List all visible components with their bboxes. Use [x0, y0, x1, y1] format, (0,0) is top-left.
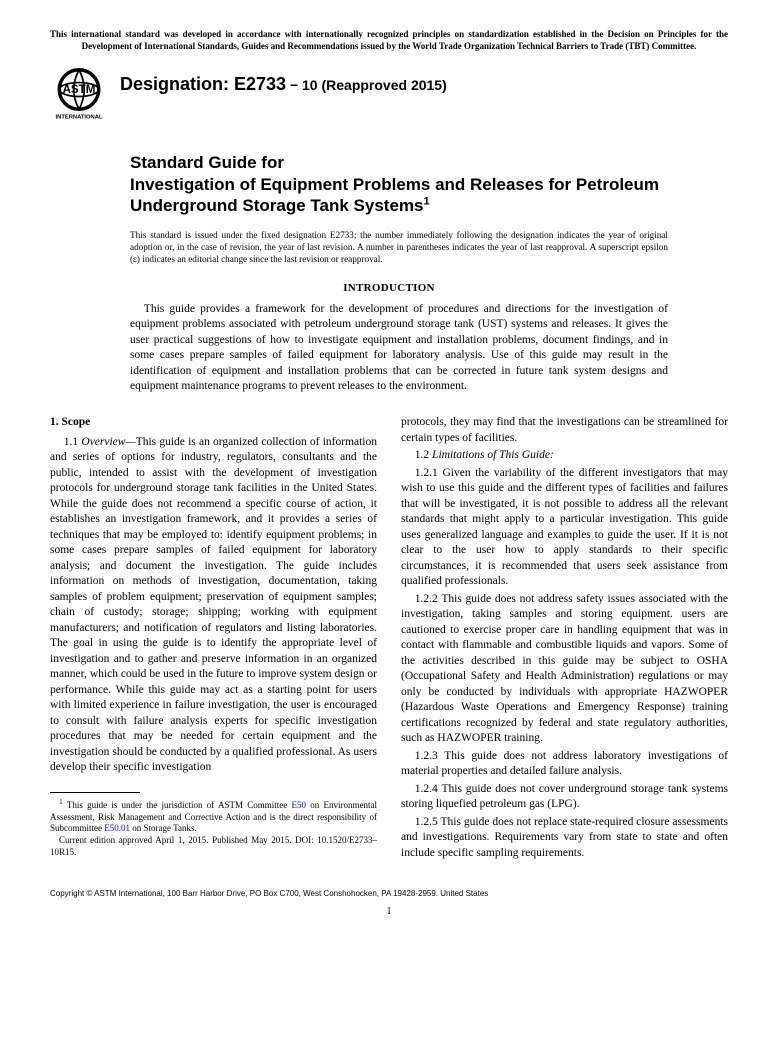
page: This international standard was develope… [0, 0, 778, 947]
para-1-2-num: 1.2 [415, 449, 432, 461]
introduction-body: This guide provides a framework for the … [130, 302, 668, 395]
issuance-note: This standard is issued under the fixed … [130, 230, 668, 266]
introduction-heading: INTRODUCTION [50, 282, 728, 294]
top-notice: This international standard was develope… [50, 28, 728, 52]
scope-heading: 1. Scope [50, 415, 377, 431]
footnote-1-line2: Current edition approved April 1, 2015. … [50, 835, 377, 858]
svg-text:INTERNATIONAL: INTERNATIONAL [56, 115, 103, 121]
astm-logo: ASTM INTERNATIONAL [50, 64, 108, 122]
para-1-2-3: 1.2.3 This guide does not address labora… [401, 749, 728, 780]
para-1-1-continued: protocols, they may find that the invest… [401, 415, 728, 446]
page-number: 1 [50, 906, 728, 917]
copyright-line: Copyright © ASTM International, 100 Barr… [50, 889, 728, 898]
para-1-2-2: 1.2.2 This guide does not address safety… [401, 592, 728, 747]
para-1-2-heading: 1.2 Limitations of This Guide: [401, 448, 728, 464]
svg-text:ASTM: ASTM [63, 83, 96, 96]
title-main-text: Investigation of Equipment Problems and … [130, 175, 659, 215]
footnote-link-e5001[interactable]: E50.01 [104, 823, 130, 833]
designation-label: Designation: E2733 [120, 74, 286, 94]
para-1-2-4: 1.2.4 This guide does not cover undergro… [401, 782, 728, 813]
title-main: Investigation of Equipment Problems and … [130, 174, 688, 217]
para-1-1: 1.1 Overview—This guide is an organized … [50, 435, 377, 776]
column-left: 1. Scope 1.1 Overview—This guide is an o… [50, 415, 377, 863]
title-block: Standard Guide for Investigation of Equi… [130, 152, 688, 216]
footnote-text-a: This guide is under the jurisdiction of … [63, 800, 292, 810]
para-1-1-num: 1.1 [64, 436, 82, 448]
footnote-link-e50[interactable]: E50 [292, 800, 307, 810]
title-overline: Standard Guide for [130, 152, 688, 173]
footnote-text-c: on Storage Tanks. [130, 823, 197, 833]
para-1-2-title: Limitations of This Guide: [432, 449, 554, 461]
column-right: protocols, they may find that the invest… [401, 415, 728, 863]
para-1-1-body: This guide is an organized collection of… [50, 436, 377, 774]
header-row: ASTM INTERNATIONAL Designation: E2733 − … [50, 64, 728, 122]
para-1-1-lead: Overview— [81, 436, 135, 448]
designation: Designation: E2733 − 10 (Reapproved 2015… [120, 74, 447, 95]
footnote-1: 1 This guide is under the jurisdiction o… [50, 797, 377, 835]
footnote-rule [50, 792, 140, 793]
designation-suffix: − 10 (Reapproved 2015) [286, 77, 447, 93]
body-columns: 1. Scope 1.1 Overview—This guide is an o… [50, 415, 728, 863]
para-1-2-1: 1.2.1 Given the variability of the diffe… [401, 466, 728, 590]
title-superscript: 1 [423, 195, 429, 207]
para-1-2-5: 1.2.5 This guide does not replace state-… [401, 815, 728, 862]
